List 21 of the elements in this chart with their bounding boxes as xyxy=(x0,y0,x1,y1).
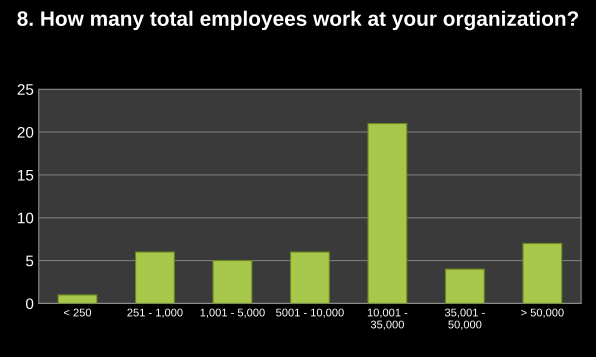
bar xyxy=(58,294,98,304)
x-tick-label: 10,001 - 35,000 xyxy=(368,308,408,330)
bar xyxy=(135,251,175,304)
x-tick-label: < 250 xyxy=(64,308,92,316)
x-tick-label: 35,001 - 50,000 xyxy=(444,308,485,330)
x-tick-label: 1,001 - 5,000 xyxy=(200,308,265,318)
y-tick-label: 5 xyxy=(26,256,34,266)
bar xyxy=(212,260,252,304)
y-tick-label: 0 xyxy=(26,298,34,310)
x-tick-label: > 50,000 xyxy=(521,308,564,318)
y-tick-label: 20 xyxy=(18,126,34,138)
bar xyxy=(444,268,485,304)
x-tick-label: 5001 - 10,000 xyxy=(276,308,344,318)
y-tick-label: 10 xyxy=(18,212,34,224)
bar xyxy=(290,251,330,304)
y-tick-label: 25 xyxy=(18,84,34,95)
x-tick-label: 251 - 1,000 xyxy=(127,308,183,318)
chart-title: 8. How many total employees work at your organization? xyxy=(17,10,578,30)
bar xyxy=(522,242,562,304)
bar xyxy=(367,122,408,304)
y-tick-label: 15 xyxy=(18,170,34,181)
